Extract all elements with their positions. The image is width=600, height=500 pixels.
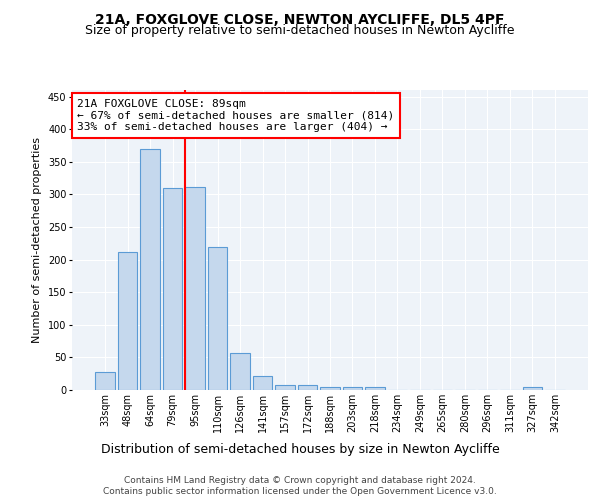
Bar — [275, 385, 295, 390]
Bar — [320, 386, 340, 390]
Bar — [118, 252, 137, 390]
Text: Contains HM Land Registry data © Crown copyright and database right 2024.: Contains HM Land Registry data © Crown c… — [124, 476, 476, 485]
Text: Distribution of semi-detached houses by size in Newton Aycliffe: Distribution of semi-detached houses by … — [101, 442, 499, 456]
Bar — [298, 386, 317, 390]
Bar — [163, 188, 182, 390]
Bar — [140, 148, 160, 390]
Bar — [185, 187, 205, 390]
Y-axis label: Number of semi-detached properties: Number of semi-detached properties — [32, 137, 42, 343]
Text: 21A FOXGLOVE CLOSE: 89sqm
← 67% of semi-detached houses are smaller (814)
33% of: 21A FOXGLOVE CLOSE: 89sqm ← 67% of semi-… — [77, 99, 394, 132]
Bar — [343, 386, 362, 390]
Text: Contains public sector information licensed under the Open Government Licence v3: Contains public sector information licen… — [103, 488, 497, 496]
Bar — [95, 372, 115, 390]
Bar — [523, 386, 542, 390]
Text: Size of property relative to semi-detached houses in Newton Aycliffe: Size of property relative to semi-detach… — [85, 24, 515, 37]
Bar — [208, 247, 227, 390]
Bar — [230, 354, 250, 390]
Text: 21A, FOXGLOVE CLOSE, NEWTON AYCLIFFE, DL5 4PF: 21A, FOXGLOVE CLOSE, NEWTON AYCLIFFE, DL… — [95, 12, 505, 26]
Bar — [365, 386, 385, 390]
Bar — [253, 376, 272, 390]
